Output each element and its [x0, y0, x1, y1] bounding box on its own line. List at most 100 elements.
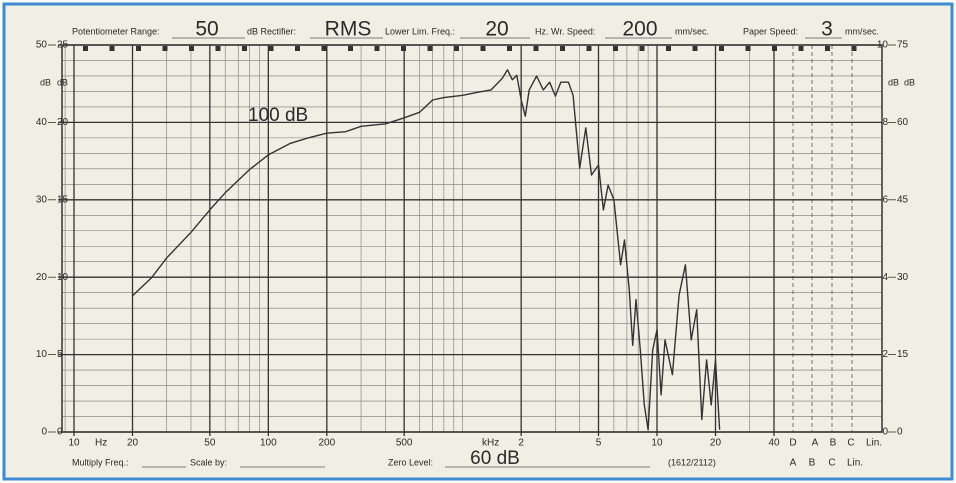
response-curve — [132, 69, 721, 431]
header-value: 20 — [485, 18, 508, 41]
sprocket-mark — [851, 46, 857, 51]
header-label: dB Rectifier: — [247, 26, 296, 36]
sprocket-mark — [798, 46, 804, 51]
x-tick-label: 20 — [127, 438, 139, 449]
axis-unit: dB — [40, 77, 51, 87]
header-value: 50 — [195, 18, 218, 41]
header-value: RMS — [325, 18, 372, 41]
y2-tick-label: 4 — [882, 272, 888, 283]
header-label: Potentiometer Range: — [72, 26, 160, 36]
x-tick-label: 40 — [768, 438, 780, 449]
footer-label: Multiply Freq.: — [72, 457, 129, 467]
sprocket-mark — [560, 46, 565, 51]
y2-tick-label: 0 — [882, 427, 888, 438]
header-value: 200 — [622, 18, 657, 41]
footer-value: 60 dB — [470, 448, 520, 469]
x-tick-label: 20 — [710, 438, 722, 449]
y-tick-label: 5 — [57, 349, 63, 360]
x-tick-label: 500 — [396, 438, 413, 449]
sprocket-mark — [348, 46, 353, 51]
footer-label: Scale by: — [190, 457, 227, 467]
y-tick-label: 15 — [57, 194, 69, 205]
weighting-label: C — [847, 438, 854, 449]
weighting-label: C — [828, 458, 835, 469]
x-unit: Hz — [95, 438, 107, 449]
sprocket-mark — [507, 46, 512, 51]
sprocket-mark — [427, 46, 433, 51]
sprocket-mark — [454, 46, 459, 51]
annotation: 100 dB — [248, 105, 308, 126]
y2-tick-label: 6 — [882, 194, 888, 205]
header-label: Lower Lim. Freq.: — [385, 26, 455, 36]
underlines — [142, 37, 842, 468]
sprocket-mark — [480, 46, 486, 51]
y-tick-label: 0 — [41, 427, 47, 438]
sprocket-mark — [215, 46, 221, 51]
sprocket-mark — [189, 46, 194, 51]
weighting-label: A — [790, 458, 797, 469]
y2-tick-label: 45 — [897, 194, 909, 205]
axis-unit: dB — [904, 77, 915, 87]
weighting-label: Lin. — [866, 438, 882, 449]
x-tick-label: 5 — [596, 438, 602, 449]
footer-label: (1612/2112) — [668, 457, 716, 467]
footer-label: Zero Level: — [388, 457, 433, 467]
y-tick-label: 40 — [36, 117, 48, 128]
y2-tick-label: 2 — [882, 349, 888, 360]
header-label: Paper Speed: — [743, 26, 798, 36]
sprocket-mark — [825, 46, 830, 51]
sprocket-mark — [321, 46, 327, 51]
y2-tick-label: 10 — [877, 40, 889, 51]
weighting-label: A — [812, 438, 819, 449]
sprocket-mark — [242, 46, 247, 51]
x-tick-label: 2 — [518, 438, 524, 449]
y-tick-label: 20 — [57, 117, 69, 128]
header-label: Hz. Wr. Speed: — [535, 26, 595, 36]
header-label: mm/sec. — [675, 26, 709, 36]
sprocket-mark — [109, 46, 115, 51]
sprocket-mark — [136, 46, 141, 51]
header-label: mm/sec. — [845, 26, 879, 36]
y2-tick-label: 8 — [882, 117, 888, 128]
x-tick-label: 200 — [318, 438, 335, 449]
y2-tick-label: 75 — [897, 40, 909, 51]
weighting-label: Lin. — [847, 458, 863, 469]
y2-tick-label: 30 — [897, 272, 909, 283]
sprocket-mark — [533, 46, 539, 51]
x-tick-label: 50 — [204, 438, 216, 449]
x-tick-label: 10 — [651, 438, 663, 449]
sprocket-mark — [401, 46, 406, 51]
axis-unit: dB — [57, 77, 68, 87]
y-tick-label: 30 — [36, 194, 48, 205]
sprocket-mark — [692, 46, 698, 51]
sprocket-mark — [613, 46, 618, 51]
y-tick-label: 20 — [36, 272, 48, 283]
y-tick-label: 10 — [57, 272, 69, 283]
y2-tick-label: 0 — [897, 427, 903, 438]
y-tick-label: 0 — [57, 427, 63, 438]
x-tick-label: 100 — [260, 438, 277, 449]
sprocket-mark — [295, 46, 300, 51]
y2-tick-label: 60 — [897, 117, 909, 128]
sprocket-mark — [83, 46, 88, 51]
y2-tick-label: 15 — [897, 349, 909, 360]
x-unit: kHz — [482, 438, 499, 449]
sprocket-mark — [586, 46, 592, 51]
sprocket-mark — [162, 46, 168, 51]
sprocket-mark — [666, 46, 671, 51]
weighting-label: D — [789, 438, 796, 449]
weighting-label: B — [809, 458, 816, 469]
sprocket-mark — [639, 46, 645, 51]
sprocket-mark — [374, 46, 380, 51]
header-value: 3 — [821, 18, 833, 41]
x-tick-label: 10 — [68, 438, 80, 449]
y-tick-label: 25 — [57, 40, 69, 51]
axis-unit: dB — [888, 77, 899, 87]
weighting-label: B — [830, 438, 837, 449]
sprocket-mark — [268, 46, 274, 51]
sprocket-mark — [719, 46, 724, 51]
y-tick-label: 50 — [36, 40, 48, 51]
